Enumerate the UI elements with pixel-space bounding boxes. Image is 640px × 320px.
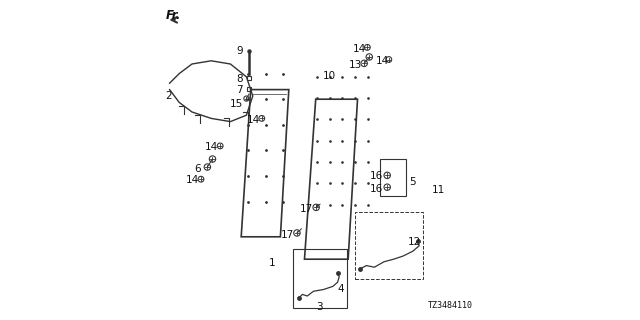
- Text: 6: 6: [195, 164, 201, 174]
- Text: 16: 16: [370, 171, 383, 181]
- Text: 3: 3: [316, 301, 323, 312]
- Text: 16: 16: [370, 184, 383, 194]
- Text: 4: 4: [337, 284, 344, 294]
- Bar: [292, 249, 347, 308]
- Text: 10: 10: [323, 71, 335, 81]
- Text: 11: 11: [432, 185, 445, 195]
- Text: 5: 5: [410, 177, 416, 188]
- Text: 1: 1: [269, 258, 275, 268]
- Text: 14: 14: [353, 44, 366, 54]
- Text: 7: 7: [236, 84, 243, 95]
- Bar: [380, 159, 406, 196]
- Text: 17: 17: [300, 204, 313, 214]
- Text: 2: 2: [166, 91, 172, 101]
- Text: 8: 8: [236, 74, 243, 84]
- Text: 14: 14: [247, 115, 260, 125]
- Bar: [355, 212, 424, 279]
- Text: 15: 15: [230, 99, 243, 109]
- Text: 17: 17: [281, 230, 294, 240]
- Text: TZ3484110: TZ3484110: [428, 301, 473, 310]
- Text: 13: 13: [349, 60, 362, 70]
- Text: 12: 12: [408, 236, 420, 247]
- Text: Fr.: Fr.: [166, 9, 181, 22]
- Text: 14: 14: [186, 175, 198, 186]
- Text: 14: 14: [376, 56, 388, 67]
- Text: 9: 9: [236, 45, 243, 56]
- Text: 14: 14: [205, 142, 218, 152]
